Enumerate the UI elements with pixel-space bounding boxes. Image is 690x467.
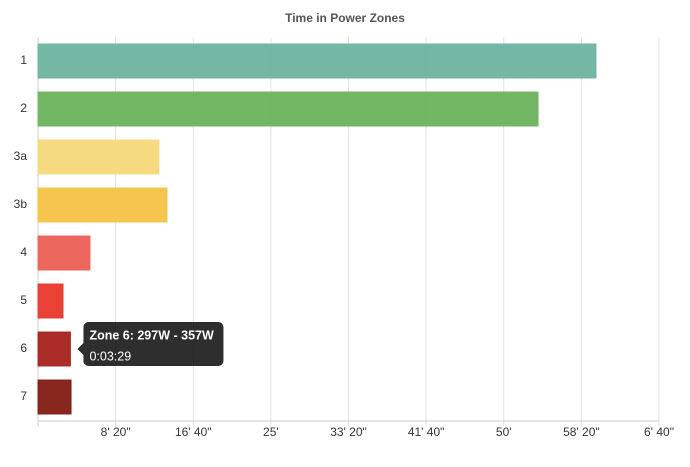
x-tick-label: 50': [496, 425, 512, 439]
y-tick-label: 5: [20, 293, 27, 307]
bar: [37, 235, 91, 271]
tooltip: Zone 6: 297W - 357W 0:03:29: [77, 322, 224, 366]
bar: [37, 187, 168, 223]
x-tick-label: 16' 40": [175, 425, 212, 439]
bar: [37, 379, 72, 415]
x-tick-label: 25': [263, 425, 279, 439]
bar: [37, 283, 64, 319]
x-tick-label: 58' 20": [563, 425, 600, 439]
chart-title: Time in Power Zones: [285, 11, 405, 25]
x-tick-label: 8' 20": [101, 425, 131, 439]
x-tick-label: 6' 40": [644, 425, 674, 439]
bar: [37, 139, 160, 175]
bar: [37, 91, 539, 127]
y-tick-label: 6: [20, 341, 27, 355]
x-tick-label: 41' 40": [408, 425, 445, 439]
tooltip-title: Zone 6: 297W - 357W: [89, 328, 214, 342]
y-tick-label: 3b: [14, 197, 28, 211]
y-tick-label: 3a: [14, 149, 28, 163]
y-tick-label: 2: [20, 101, 27, 115]
y-tick-label: 1: [20, 53, 27, 67]
bar: [37, 331, 71, 367]
tooltip-box: [77, 322, 224, 366]
y-tick-label: 4: [20, 245, 27, 259]
bar: [37, 43, 597, 79]
x-tick-label: 33' 20": [330, 425, 367, 439]
tooltip-text: 0:03:29: [89, 349, 131, 363]
y-tick-label: 7: [20, 389, 27, 403]
